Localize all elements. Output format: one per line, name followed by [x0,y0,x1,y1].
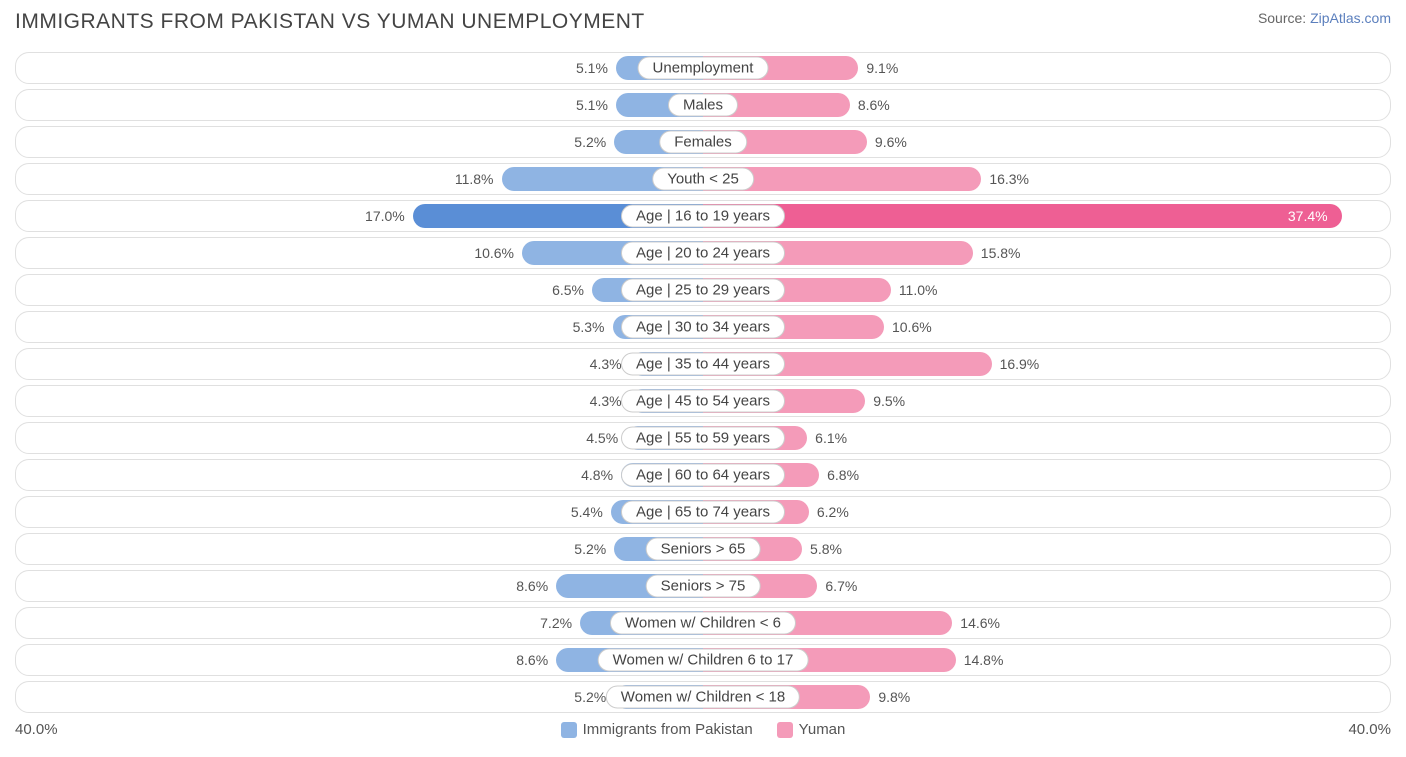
chart-footer: 40.0% Immigrants from Pakistan Yuman 40.… [15,721,1391,738]
chart-row: 8.6% 6.7% Seniors > 75 [15,570,1391,602]
chart-row: 6.5% 11.0% Age | 25 to 29 years [15,274,1391,306]
category-label: Males [668,94,738,117]
right-value: 8.6% [850,97,898,113]
right-value: 6.2% [809,504,857,520]
source-link[interactable]: ZipAtlas.com [1310,10,1391,26]
left-value: 6.5% [544,282,592,298]
right-value: 37.4% [1280,208,1336,224]
axis-max-right: 40.0% [1348,721,1391,738]
category-label: Age | 30 to 34 years [621,316,785,339]
chart-row: 10.6% 15.8% Age | 20 to 24 years [15,237,1391,269]
left-value: 5.2% [566,134,614,150]
source-attribution: Source: ZipAtlas.com [1258,10,1391,26]
category-label: Age | 60 to 64 years [621,464,785,487]
right-value: 5.8% [802,541,850,557]
left-value: 5.3% [565,319,613,335]
chart-row: 5.1% 9.1% Unemployment [15,52,1391,84]
right-value: 14.8% [956,652,1012,668]
category-label: Youth < 25 [652,168,754,191]
left-value: 8.6% [508,652,556,668]
chart-row: 5.2% 5.8% Seniors > 65 [15,533,1391,565]
chart-row: 5.1% 8.6% Males [15,89,1391,121]
left-value: 8.6% [508,578,556,594]
left-value: 5.4% [563,504,611,520]
category-label: Age | 20 to 24 years [621,242,785,265]
right-value: 15.8% [973,245,1029,261]
category-label: Women w/ Children 6 to 17 [598,649,809,672]
chart-row: 8.6% 14.8% Women w/ Children 6 to 17 [15,644,1391,676]
legend-label-right: Yuman [799,721,846,738]
left-value: 5.1% [568,97,616,113]
chart-row: 5.2%9.8%Women w/ Children < 18 [15,681,1391,713]
chart-row: 11.8% 16.3% Youth < 25 [15,163,1391,195]
left-value: 5.2% [566,541,614,557]
category-label: Age | 55 to 59 years [621,427,785,450]
chart-row: 4.3%16.9%Age | 35 to 44 years [15,348,1391,380]
right-value: 6.7% [817,578,865,594]
left-value: 11.8% [447,171,502,187]
left-value: 7.2% [532,615,580,631]
category-label: Seniors > 75 [646,575,761,598]
chart-row: 4.5% 6.1% Age | 55 to 59 years [15,422,1391,454]
left-value: 5.1% [568,60,616,76]
category-label: Age | 35 to 44 years [621,353,785,376]
category-label: Age | 45 to 54 years [621,390,785,413]
right-value: 6.8% [819,467,867,483]
right-value: 9.1% [858,60,906,76]
right-value: 9.8% [870,689,918,705]
legend: Immigrants from Pakistan Yuman [561,721,846,738]
category-label: Seniors > 65 [646,538,761,561]
right-value: 10.6% [884,319,940,335]
header: IMMIGRANTS FROM PAKISTAN VS YUMAN UNEMPL… [15,10,1391,34]
chart-row: 7.2% 14.6% Women w/ Children < 6 [15,607,1391,639]
legend-swatch-right [777,722,793,738]
right-value: 11.0% [891,282,946,298]
diverging-bar-chart: 5.1% 9.1% Unemployment 5.1% 8.6% Males 5.2% 9.6… [15,52,1391,713]
chart-row: 4.3%9.5%Age | 45 to 54 years [15,385,1391,417]
category-label: Age | 16 to 19 years [621,205,785,228]
category-label: Unemployment [638,57,769,80]
category-label: Females [659,131,747,154]
legend-item-right: Yuman [777,721,846,738]
category-label: Women w/ Children < 6 [610,612,796,635]
right-value: 6.1% [807,430,855,446]
left-value: 4.5% [578,430,626,446]
left-value: 4.8% [573,467,621,483]
left-value: 10.6% [466,245,522,261]
source-label: Source: [1258,10,1306,26]
chart-row: 5.4% 6.2% Age | 65 to 74 years [15,496,1391,528]
category-label: Age | 25 to 29 years [621,279,785,302]
legend-swatch-left [561,722,577,738]
chart-row: 4.8% 6.8% Age | 60 to 64 years [15,459,1391,491]
legend-label-left: Immigrants from Pakistan [583,721,753,738]
legend-item-left: Immigrants from Pakistan [561,721,753,738]
right-bar: 37.4% [703,204,1342,228]
chart-row: 5.2% 9.6% Females [15,126,1391,158]
axis-max-left: 40.0% [15,721,58,738]
chart-row: 5.3% 10.6% Age | 30 to 34 years [15,311,1391,343]
right-value: 16.9% [992,356,1048,372]
right-value: 9.5% [865,393,913,409]
category-label: Women w/ Children < 18 [606,686,800,709]
right-value: 9.6% [867,134,915,150]
left-value: 17.0% [357,208,413,224]
right-value: 16.3% [981,171,1037,187]
chart-title: IMMIGRANTS FROM PAKISTAN VS YUMAN UNEMPL… [15,10,645,34]
right-value: 14.6% [952,615,1008,631]
chart-row: 17.0% 37.4% Age | 16 to 19 years [15,200,1391,232]
category-label: Age | 65 to 74 years [621,501,785,524]
